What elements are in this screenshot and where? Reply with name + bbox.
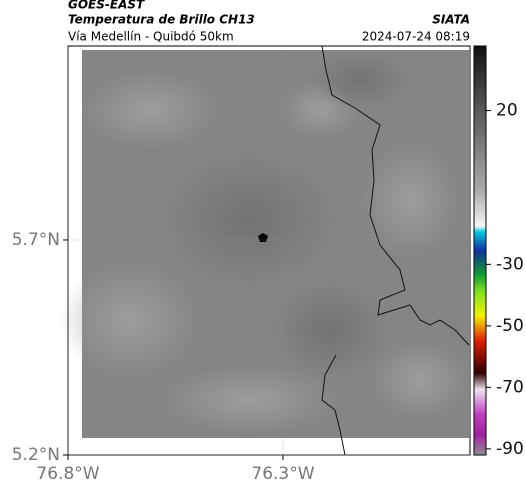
subtitle: Vía Medellín - Quibdó 50km: [68, 30, 234, 44]
coastline: [321, 45, 470, 456]
source: SIATA: [432, 13, 470, 27]
colorbar-tick-label: -90: [496, 439, 524, 459]
y-tick-label: 5.2°N: [12, 445, 60, 465]
colorbar-tick-label: -30: [496, 254, 524, 274]
colorbar-tick-label: -50: [496, 316, 524, 336]
location-marker: [258, 233, 268, 242]
x-tick-label: 76.8°W: [36, 464, 99, 484]
satellite-image: [60, 50, 470, 438]
colorbar-tick-label: 20: [496, 101, 518, 121]
colorbar-tick-label: -70: [496, 377, 524, 397]
timestamp: 2024-07-24 08:19: [362, 30, 470, 44]
x-tick-label: 76.3°W: [251, 464, 314, 484]
colorbar: [473, 45, 487, 456]
y-tick-label: 5.7°N: [12, 230, 60, 250]
product: GOES-EAST: [68, 0, 145, 12]
title: Temperatura de Brillo CH13: [68, 13, 255, 27]
